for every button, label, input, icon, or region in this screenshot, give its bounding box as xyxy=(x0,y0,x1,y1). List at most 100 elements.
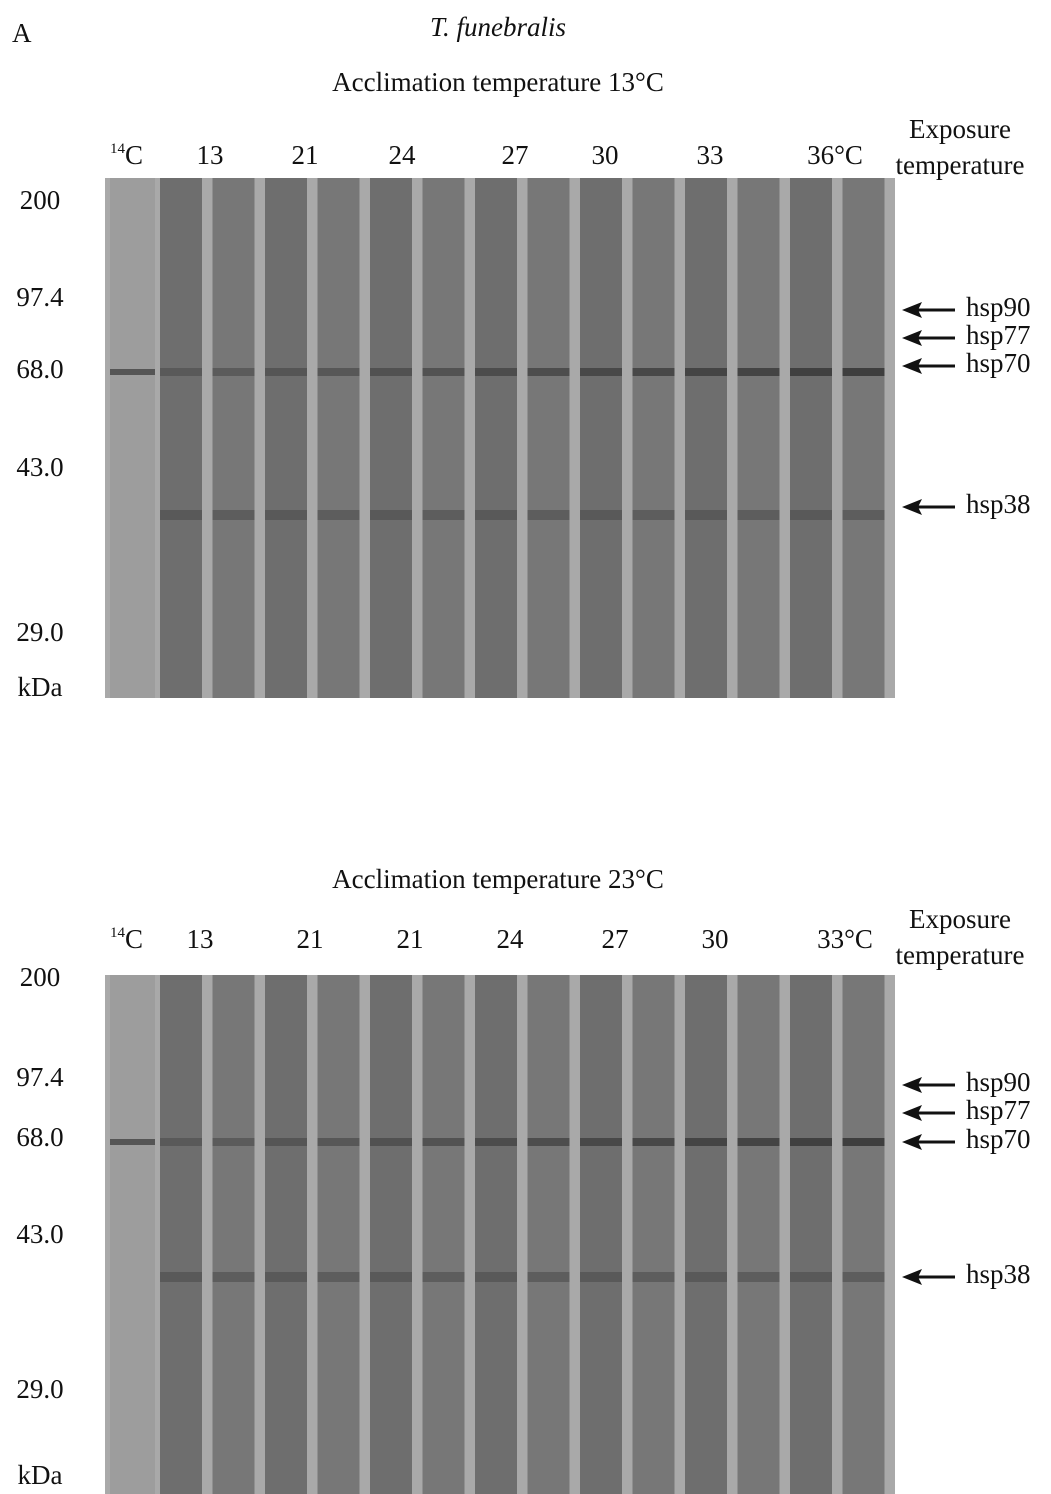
gel-band xyxy=(790,510,832,520)
exposure-label: Exposure xyxy=(909,904,1011,934)
lane-label: 30 xyxy=(592,140,619,170)
gel-band xyxy=(212,1272,255,1282)
gel-lane xyxy=(160,178,202,698)
exposure-label: temperature xyxy=(896,940,1025,970)
protein-label: hsp77 xyxy=(966,320,1031,350)
gel-lane xyxy=(317,178,360,698)
gel-band xyxy=(265,1272,307,1282)
mw-marker: 200 xyxy=(20,185,61,215)
mw-marker: 29.0 xyxy=(16,617,63,647)
gel-band xyxy=(265,510,307,520)
protein-label: hsp90 xyxy=(966,292,1031,322)
panel-title: Acclimation temperature 13°C xyxy=(332,67,664,97)
gel-band xyxy=(317,1138,360,1146)
gel-band xyxy=(160,510,202,520)
marker-lane-text: C xyxy=(125,924,143,954)
arrow-head xyxy=(902,330,922,346)
gel-band xyxy=(790,368,832,376)
mw-marker: 97.4 xyxy=(16,282,64,312)
lane-label: 30 xyxy=(702,924,729,954)
gel-lane xyxy=(475,975,517,1494)
lane-label: 27 xyxy=(602,924,629,954)
gel-band xyxy=(737,1272,780,1282)
arrow-head xyxy=(902,1269,922,1285)
gel-lane xyxy=(685,178,727,698)
marker-lane-label: 14C xyxy=(110,924,143,954)
mw-marker: 200 xyxy=(20,962,61,992)
gel-lane xyxy=(317,975,360,1494)
gel-band xyxy=(475,368,517,376)
lane-label: 33 xyxy=(697,140,724,170)
gel-lane xyxy=(842,975,885,1494)
gel-band xyxy=(580,510,622,520)
gel-band xyxy=(685,1138,727,1146)
gel-band xyxy=(527,368,570,376)
gel-band xyxy=(160,368,202,376)
gel-lane xyxy=(580,178,622,698)
gel-band xyxy=(212,368,255,376)
protein-label: hsp38 xyxy=(966,489,1031,519)
species: T. funebralis xyxy=(430,12,566,42)
gel-band xyxy=(160,1272,202,1282)
gel-band xyxy=(632,510,675,520)
gel-lane xyxy=(475,178,517,698)
marker-band xyxy=(110,1139,155,1145)
gel-band xyxy=(475,510,517,520)
gel-band xyxy=(527,1272,570,1282)
protein-label: hsp38 xyxy=(966,1259,1031,1289)
gel-lane xyxy=(790,178,832,698)
lane-label: 27 xyxy=(502,140,529,170)
gel-lane xyxy=(685,975,727,1494)
lane-label: 36°C xyxy=(807,140,863,170)
gel-band xyxy=(632,368,675,376)
gel-lane xyxy=(842,178,885,698)
gel-band xyxy=(160,1138,202,1146)
marker-lane-text: C xyxy=(125,140,143,170)
gel-band xyxy=(317,368,360,376)
arrow-head xyxy=(902,1105,922,1121)
panel-label: A xyxy=(12,18,32,48)
lane-label: 21 xyxy=(397,924,424,954)
lane-label: 13 xyxy=(197,140,224,170)
gel-band xyxy=(370,510,412,520)
gel-lane xyxy=(422,975,465,1494)
mw-marker: 97.4 xyxy=(16,1062,64,1092)
gel-lane xyxy=(632,178,675,698)
gel-band xyxy=(212,1138,255,1146)
gel-lane xyxy=(790,975,832,1494)
arrow-head xyxy=(902,499,922,515)
arrow-head xyxy=(902,1077,922,1093)
gel-band xyxy=(265,368,307,376)
gel-band xyxy=(317,510,360,520)
gel-band xyxy=(422,1272,465,1282)
lane-label: 21 xyxy=(292,140,319,170)
lane-label: 21 xyxy=(297,924,324,954)
gel-band xyxy=(685,510,727,520)
gel-band xyxy=(370,1138,412,1146)
gel-band xyxy=(580,1272,622,1282)
marker-lane-superscript: 14 xyxy=(110,141,126,157)
gel-band xyxy=(527,510,570,520)
mw-marker: 43.0 xyxy=(16,1219,63,1249)
gel-lane xyxy=(737,178,780,698)
gel-lane xyxy=(265,975,307,1494)
gel-band xyxy=(842,1138,885,1146)
gel-band xyxy=(580,1138,622,1146)
gel-band xyxy=(265,1138,307,1146)
gel-band xyxy=(842,1272,885,1282)
gel-band xyxy=(370,1272,412,1282)
mw-marker: 43.0 xyxy=(16,452,63,482)
gel-lane xyxy=(265,178,307,698)
gel-band xyxy=(422,510,465,520)
mw-marker: 68.0 xyxy=(16,1122,63,1152)
arrow-head xyxy=(902,358,922,374)
protein-label: hsp90 xyxy=(966,1067,1031,1097)
marker-band xyxy=(110,369,155,375)
arrow-head xyxy=(902,1134,922,1150)
lane-label: 33°C xyxy=(817,924,873,954)
arrow-head xyxy=(902,302,922,318)
gel-band xyxy=(790,1138,832,1146)
gel-band xyxy=(632,1138,675,1146)
gel-lane xyxy=(737,975,780,1494)
